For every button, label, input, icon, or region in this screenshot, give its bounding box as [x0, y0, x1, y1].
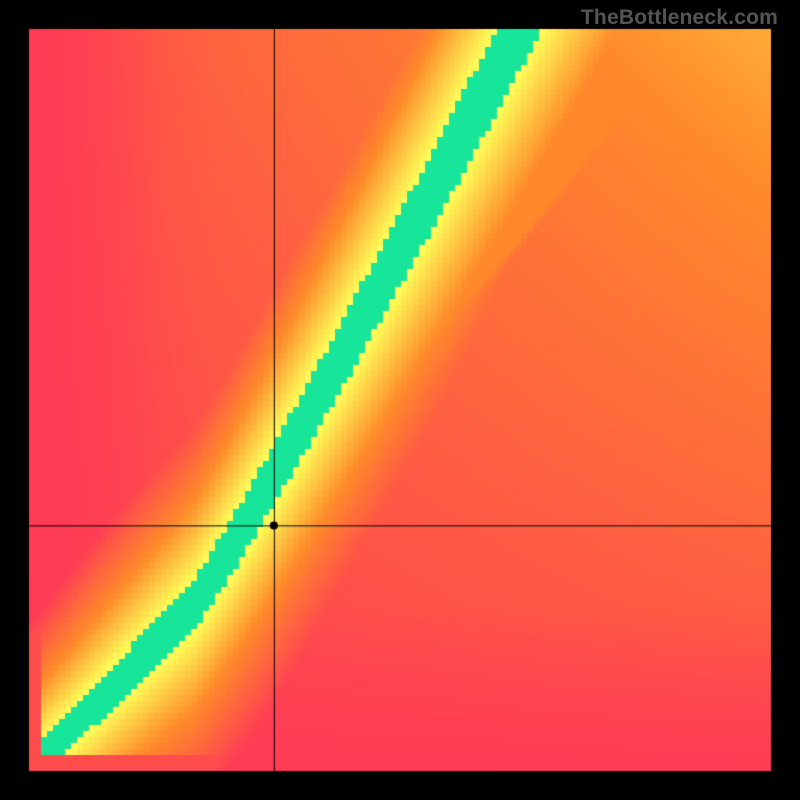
- bottleneck-heatmap-canvas: [0, 0, 800, 800]
- chart-container: TheBottleneck.com: [0, 0, 800, 800]
- watermark-text: TheBottleneck.com: [581, 6, 778, 30]
